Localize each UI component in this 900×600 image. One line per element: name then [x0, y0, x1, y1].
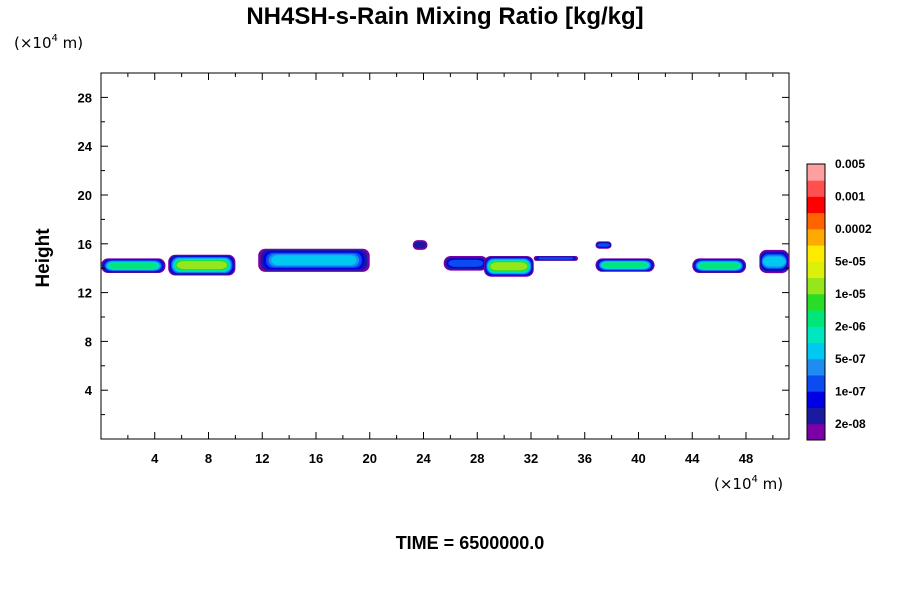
x-tick-label: 44 — [685, 451, 700, 466]
y-tick-label: 20 — [78, 188, 92, 203]
y-axis: 4 8 12 16 20 24 28 — [78, 90, 789, 416]
x-tick-label: 36 — [578, 451, 592, 466]
colorbar-swatch — [807, 423, 825, 441]
x-axis: 4 8 12 16 20 24 28 32 36 40 44 48 — [127, 73, 774, 466]
x-axis-unit: (×104 m) — [714, 474, 783, 493]
chart-title: NH4SH-s-Rain Mixing Ratio [kg/kg] — [246, 3, 643, 30]
cloud-region — [533, 256, 578, 261]
cloud-contour — [490, 262, 528, 271]
cloud-region — [258, 248, 370, 272]
cloud-region — [101, 258, 166, 273]
cloud-contour — [448, 259, 484, 267]
x-tick-label: 40 — [631, 451, 645, 466]
cloud-contour — [271, 255, 357, 266]
colorbar-swatch — [807, 375, 825, 392]
colorbar-swatch — [807, 326, 825, 343]
colorbar-swatch — [807, 164, 825, 181]
cloud-contour — [108, 262, 158, 269]
x-tick-label: 32 — [524, 451, 538, 466]
x-tick-label: 48 — [739, 451, 753, 466]
cloud-region — [443, 256, 488, 271]
cloud-layer — [101, 240, 789, 277]
x-tick-label: 16 — [309, 451, 323, 466]
colorbar-swatch — [807, 212, 825, 230]
cloud-region — [168, 254, 236, 276]
y-axis-title: Height — [33, 228, 54, 288]
cloud-contour — [597, 243, 610, 247]
colorbar-label: 1e-05 — [835, 287, 866, 301]
y-tick-label: 4 — [85, 383, 93, 398]
x-tick-label: 28 — [470, 451, 484, 466]
colorbar-label: 2e-06 — [835, 319, 866, 333]
colorbar-frame — [806, 163, 826, 441]
cloud-region — [412, 240, 428, 250]
colorbar-label: 0.005 — [835, 157, 865, 171]
colorbar-swatch — [807, 261, 825, 279]
colorbar-swatch — [807, 180, 825, 197]
y-axis-unit: (×104 m) — [14, 33, 83, 52]
x-tick-label: 20 — [363, 451, 377, 466]
colorbar-swatch — [807, 196, 825, 214]
colorbar-label: 0.0002 — [835, 222, 872, 236]
cloud-contour — [413, 241, 427, 249]
colorbar: 2e-08 1e-07 5e-07 2e-06 1e-05 5e-05 0.0002 0.00… — [806, 157, 872, 441]
cloud-region — [484, 256, 534, 277]
colorbar-swatch — [807, 245, 825, 262]
y-tick-label: 24 — [78, 139, 93, 154]
cloud-contour — [698, 262, 740, 269]
cloud-contour — [602, 262, 648, 268]
cloud-region — [595, 258, 655, 272]
colorbar-label: 2e-08 — [835, 417, 866, 431]
colorbar-swatch — [807, 310, 825, 327]
colorbar-swatch — [807, 391, 825, 408]
cloud-contour — [176, 261, 227, 270]
time-label: TIME = 6500000.0 — [396, 533, 545, 553]
x-tick-label: 8 — [205, 451, 212, 466]
cloud-region — [595, 241, 612, 249]
cloud-contour — [762, 256, 786, 267]
y-tick-label: 12 — [78, 286, 92, 301]
y-tick-label: 28 — [78, 90, 92, 105]
colorbar-swatch — [807, 293, 825, 311]
colorbar-label: 0.001 — [835, 190, 865, 204]
colorbar-swatch — [807, 228, 825, 246]
y-tick-label: 16 — [78, 237, 92, 252]
y-tick-label: 8 — [85, 334, 92, 349]
colorbar-swatch — [807, 358, 825, 376]
cloud-region — [692, 258, 747, 273]
colorbar-swatch — [807, 342, 825, 360]
x-tick-label: 12 — [255, 451, 269, 466]
x-tick-label: 4 — [151, 451, 159, 466]
colorbar-label: 5e-05 — [835, 254, 866, 268]
colorbar-swatch — [807, 407, 825, 425]
colorbar-label: 1e-07 — [835, 384, 866, 398]
colorbar-swatch — [807, 277, 825, 295]
cloud-region — [759, 249, 789, 274]
x-tick-label: 24 — [416, 451, 431, 466]
colorbar-label: 5e-07 — [835, 352, 866, 366]
cloud-contour — [538, 257, 574, 260]
